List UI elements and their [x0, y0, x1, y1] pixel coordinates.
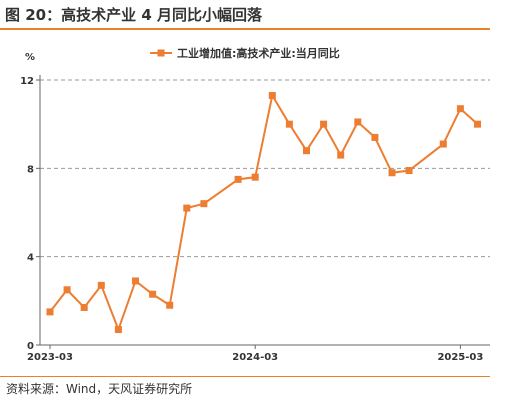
data-point: [268, 91, 276, 99]
data-point: [439, 140, 447, 148]
data-point: [320, 120, 328, 128]
data-point: [474, 120, 481, 128]
legend-label: 工业增加值:高技术产业:当月同比: [177, 46, 340, 60]
data-point: [63, 286, 71, 294]
x-tick-label: 2024-03: [232, 352, 278, 363]
data-point: [456, 105, 464, 113]
data-point: [200, 200, 208, 208]
data-point: [80, 303, 88, 311]
x-tick-label: 2023-03: [27, 352, 73, 363]
data-point: [166, 301, 174, 309]
source-note: 资料来源：Wind，天风证券研究所: [6, 382, 193, 396]
data-point: [354, 118, 362, 126]
data-point: [114, 326, 122, 334]
data-point: [234, 175, 242, 183]
data-point: [251, 173, 259, 181]
data-point: [132, 277, 139, 285]
y-unit-label: %: [25, 52, 35, 63]
data-point: [303, 147, 310, 155]
data-point: [388, 169, 396, 177]
y-tick-label: 12: [20, 76, 34, 87]
data-point: [405, 167, 413, 175]
data-point: [183, 204, 191, 212]
data-point: [337, 151, 345, 159]
legend-marker: [157, 49, 165, 57]
source-rule: [0, 376, 490, 377]
data-point: [97, 281, 105, 289]
x-tick-label: 2025-03: [437, 352, 483, 363]
data-point: [285, 120, 293, 128]
data-point: [46, 308, 54, 316]
title-rule: [0, 28, 490, 30]
y-tick-label: 0: [27, 341, 34, 352]
data-point: [371, 133, 379, 141]
y-tick-label: 4: [27, 253, 34, 264]
figure-title: 图 20：高技术产业 4 月同比小幅回落: [5, 6, 262, 24]
y-tick-label: 8: [27, 164, 34, 175]
data-point: [149, 290, 157, 298]
series-line: [49, 92, 479, 333]
